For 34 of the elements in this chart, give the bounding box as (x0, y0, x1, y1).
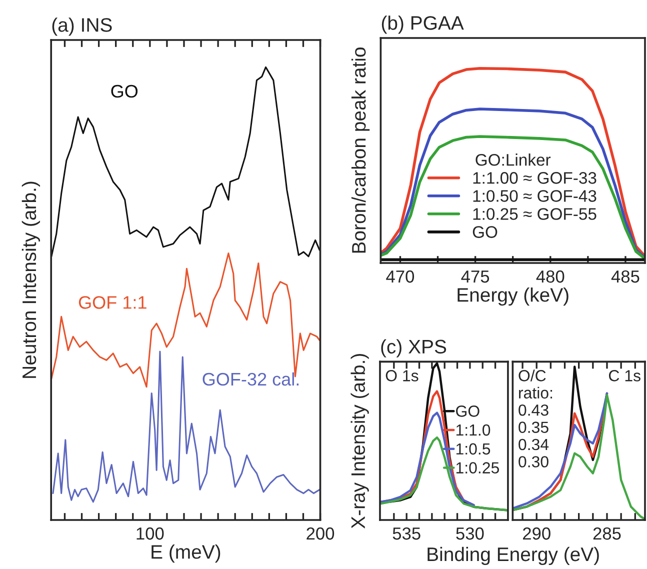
chart-title: (c) XPS (381, 339, 446, 358)
legend-label: GO (456, 406, 480, 417)
x-tick-label: 535 (392, 527, 420, 540)
annotation: O 1s (386, 370, 418, 382)
legend-label: 1:0.5 (456, 443, 490, 455)
y-axis-title: Neutron Intensity (arb.) (22, 182, 40, 378)
x-tick-label: 475 (461, 270, 490, 283)
y-axis-title: X-ray Intensity (arb.) (350, 354, 369, 528)
chart-title: (a) INS (52, 18, 112, 36)
x-axis-title: E (meV) (152, 544, 220, 563)
x-tick-label: 480 (536, 270, 564, 283)
y-axis-title: Boron/carbon peak ratio (351, 48, 370, 253)
series-label: GOF-32 cal. (202, 372, 299, 386)
legend-label: 1:0.50 ≈ GOF-43 (473, 190, 596, 202)
x-axis-title: Binding Energy (eV) (428, 546, 599, 566)
chart-title: (b) PGAA (382, 16, 464, 34)
x-axis-title: Energy (keV) (458, 288, 568, 306)
legend-label: 1:0.25 (456, 462, 499, 474)
legend-label: 1:1.0 (456, 424, 490, 436)
series-label: GOF 1:1 (78, 296, 146, 309)
x-tick-label: 530 (456, 527, 484, 540)
x-tick-label: 470 (386, 270, 414, 283)
annotation: C 1s (608, 370, 640, 382)
legend-label: 1:1.00 ≈ GOF-33 (473, 172, 596, 184)
x-tick-label: 290 (523, 527, 550, 540)
x-tick-label: 200 (306, 527, 334, 540)
series-label: GO (111, 84, 138, 98)
legend-label: GO (472, 226, 498, 238)
annotation: O/C ratio: 0.43 0.35 0.34 0.30 (518, 370, 552, 468)
legend-label: 1:0.25 ≈ GOF-55 (473, 208, 596, 220)
x-tick-label: 100 (136, 527, 164, 540)
legend-title: GO:Linker (476, 154, 551, 166)
x-tick-label: 285 (593, 527, 621, 540)
x-tick-label: 485 (611, 270, 640, 283)
